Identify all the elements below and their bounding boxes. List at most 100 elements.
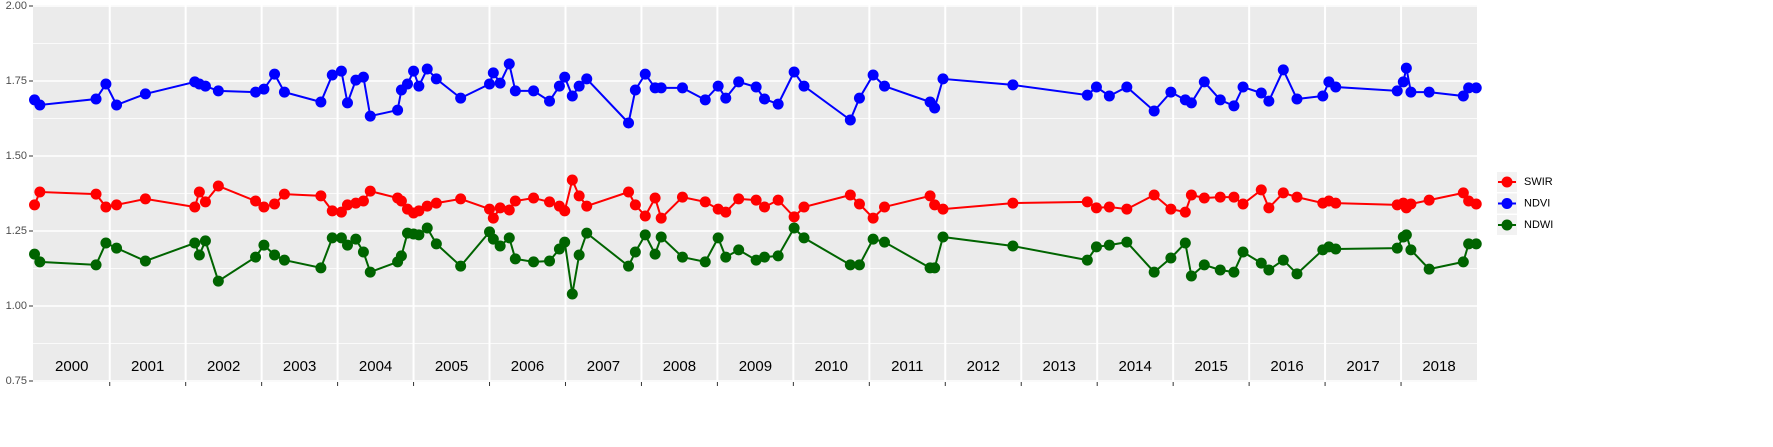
data-point	[853, 198, 865, 210]
data-point	[1263, 202, 1275, 214]
data-point	[100, 78, 112, 90]
data-point	[326, 232, 338, 244]
year-label: 2015	[1194, 358, 1227, 375]
data-point	[573, 80, 585, 92]
data-point	[1423, 86, 1435, 98]
data-point	[1400, 229, 1412, 241]
data-point	[1198, 76, 1210, 88]
data-point	[1007, 79, 1019, 91]
legend-dot	[1501, 176, 1513, 188]
data-point	[544, 255, 556, 267]
year-label: 2018	[1422, 358, 1455, 375]
data-point	[487, 212, 499, 224]
data-point	[798, 201, 810, 213]
data-point	[90, 259, 102, 271]
data-point	[421, 200, 433, 212]
legend-label: NDWI	[1524, 219, 1553, 231]
data-point	[1165, 86, 1177, 98]
data-point	[1470, 198, 1482, 210]
y-tick-label: 0.75	[6, 375, 27, 387]
data-point	[629, 246, 641, 258]
data-point	[29, 199, 41, 211]
data-point	[1330, 197, 1342, 209]
data-point	[269, 198, 281, 210]
data-point	[655, 231, 667, 243]
data-point	[639, 68, 651, 80]
data-point	[1330, 243, 1342, 255]
data-point	[1463, 238, 1475, 250]
data-point	[487, 233, 499, 245]
data-point	[1179, 237, 1191, 249]
data-point	[720, 251, 732, 263]
data-point	[544, 95, 556, 107]
data-point	[100, 237, 112, 249]
data-point	[758, 251, 770, 263]
data-point	[212, 275, 224, 287]
data-point	[1185, 189, 1197, 201]
data-point	[1397, 76, 1409, 88]
data-point	[750, 254, 762, 266]
year-label: 2013	[1043, 358, 1076, 375]
data-point	[503, 232, 515, 244]
data-point	[1405, 244, 1417, 256]
data-point	[1255, 257, 1267, 269]
data-point	[509, 195, 521, 207]
data-point	[326, 205, 338, 217]
data-point	[1470, 82, 1482, 94]
data-point	[798, 232, 810, 244]
data-point	[559, 236, 571, 248]
data-point	[315, 96, 327, 108]
data-point	[798, 80, 810, 92]
year-label: 2002	[207, 358, 240, 375]
data-point	[335, 232, 347, 244]
data-point	[341, 239, 353, 251]
data-point	[455, 92, 467, 104]
data-point	[258, 83, 270, 95]
data-point	[1228, 191, 1240, 203]
data-point	[1103, 90, 1115, 102]
data-point	[1255, 184, 1267, 196]
data-point	[750, 81, 762, 93]
data-point	[788, 222, 800, 234]
data-point	[1081, 254, 1093, 266]
data-point	[655, 82, 667, 94]
data-point	[1165, 252, 1177, 264]
year-label: 2011	[891, 358, 923, 375]
data-point	[1214, 191, 1226, 203]
data-point	[929, 199, 941, 211]
year-label: 2007	[587, 358, 620, 375]
data-point	[853, 259, 865, 271]
legend-label: SWIR	[1524, 176, 1553, 188]
data-point	[484, 203, 496, 215]
data-point	[844, 189, 856, 201]
data-point	[1400, 62, 1412, 74]
data-point	[788, 66, 800, 78]
data-point	[34, 186, 46, 198]
data-point	[212, 85, 224, 97]
data-point	[455, 260, 467, 272]
y-tick-label: 1.75	[6, 75, 27, 87]
data-point	[1165, 203, 1177, 215]
year-label: 2005	[435, 358, 468, 375]
data-point	[315, 190, 327, 202]
data-point	[509, 85, 521, 97]
data-point	[676, 251, 688, 263]
data-point	[1405, 198, 1417, 210]
data-point	[487, 67, 499, 79]
data-point	[1148, 266, 1160, 278]
data-point	[341, 97, 353, 109]
data-point	[699, 94, 711, 106]
data-point	[350, 233, 362, 245]
data-point	[649, 248, 661, 260]
year-label: 2004	[359, 358, 392, 375]
data-point	[408, 65, 420, 77]
data-point	[413, 205, 425, 217]
data-point	[1330, 81, 1342, 93]
data-point	[111, 99, 123, 111]
data-point	[772, 250, 784, 262]
data-point	[1405, 86, 1417, 98]
data-point	[1081, 89, 1093, 101]
data-point	[199, 196, 211, 208]
legend-label: NDVI	[1524, 197, 1550, 209]
